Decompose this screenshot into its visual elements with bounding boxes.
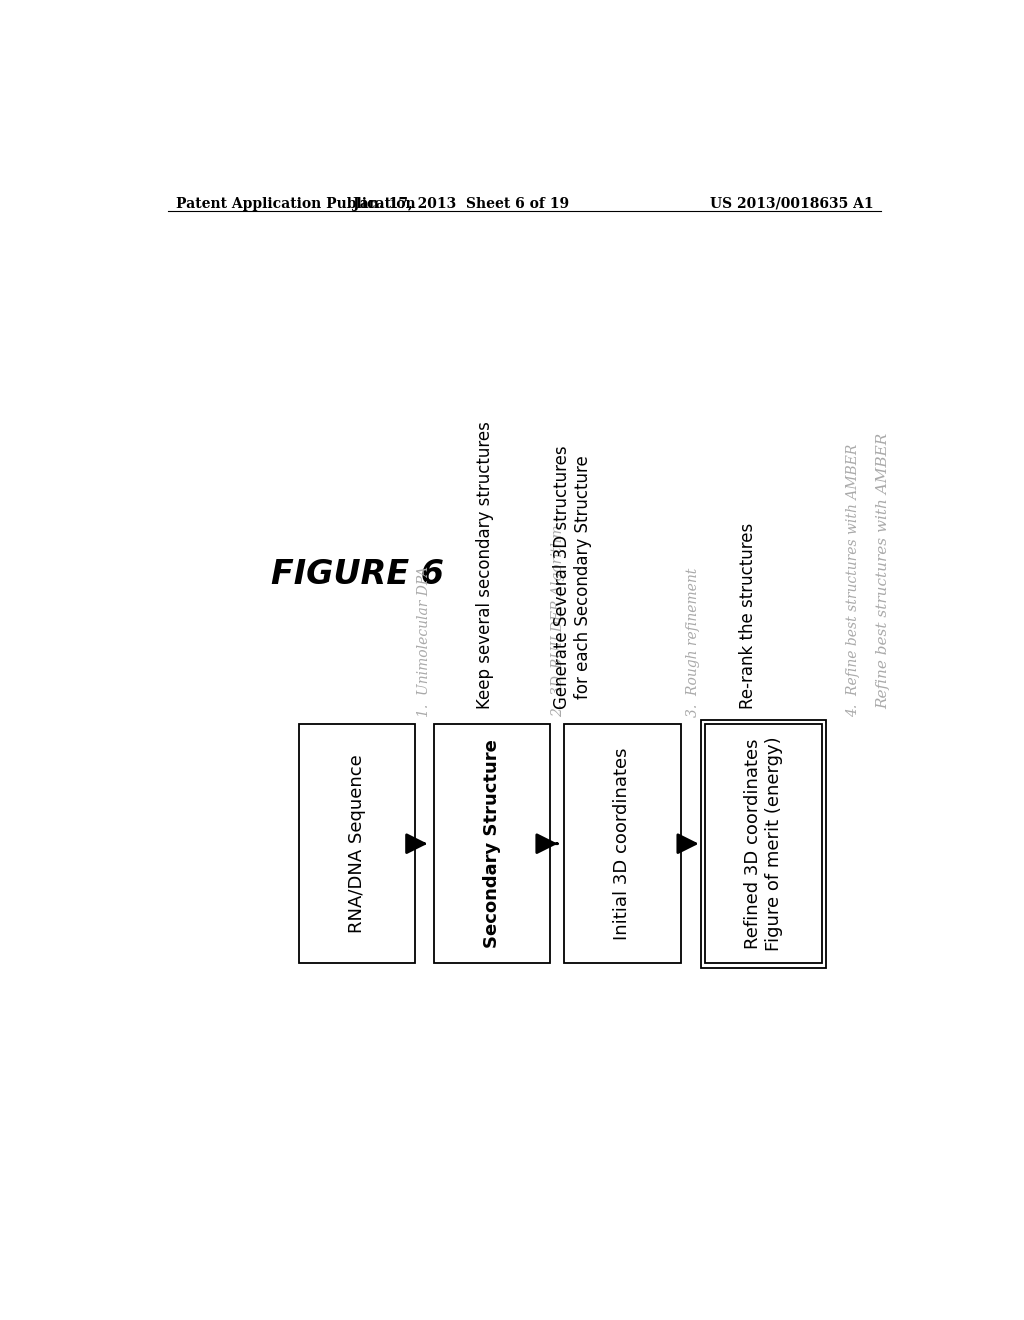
- Text: Patent Application Publication: Patent Application Publication: [176, 197, 416, 211]
- Text: Initial 3D coordinates: Initial 3D coordinates: [613, 747, 632, 940]
- Text: Secondary Structure: Secondary Structure: [483, 739, 502, 948]
- Bar: [564, 725, 681, 964]
- Text: Generate Several 3D structures
for each Secondary Structure: Generate Several 3D structures for each …: [553, 445, 592, 709]
- Text: Keep several secondary structures: Keep several secondary structures: [475, 421, 494, 709]
- Text: Jan. 17, 2013  Sheet 6 of 19: Jan. 17, 2013 Sheet 6 of 19: [353, 197, 569, 211]
- Text: 4.  Refine best structures with AMBER: 4. Refine best structures with AMBER: [846, 444, 859, 717]
- Text: 3.  Rough refinement: 3. Rough refinement: [686, 568, 700, 717]
- Bar: [299, 725, 415, 964]
- Text: US 2013/0018635 A1: US 2013/0018635 A1: [710, 197, 873, 211]
- Text: RNA/DNA Sequence: RNA/DNA Sequence: [347, 754, 366, 933]
- Text: 1.  Unimolecular DPA: 1. Unimolecular DPA: [418, 566, 431, 717]
- Bar: [700, 719, 826, 968]
- Text: Re-rank the structures: Re-rank the structures: [739, 523, 757, 709]
- Text: Refined 3D coordinates
Figure of merit (energy): Refined 3D coordinates Figure of merit (…: [744, 737, 783, 950]
- Text: FIGURE 6: FIGURE 6: [271, 557, 444, 591]
- Text: 2.  3D_BUILDER Algorithm: 2. 3D_BUILDER Algorithm: [550, 524, 565, 717]
- Text: Refine best structures with AMBER: Refine best structures with AMBER: [877, 433, 891, 709]
- Bar: [434, 725, 550, 964]
- Bar: [706, 725, 821, 964]
